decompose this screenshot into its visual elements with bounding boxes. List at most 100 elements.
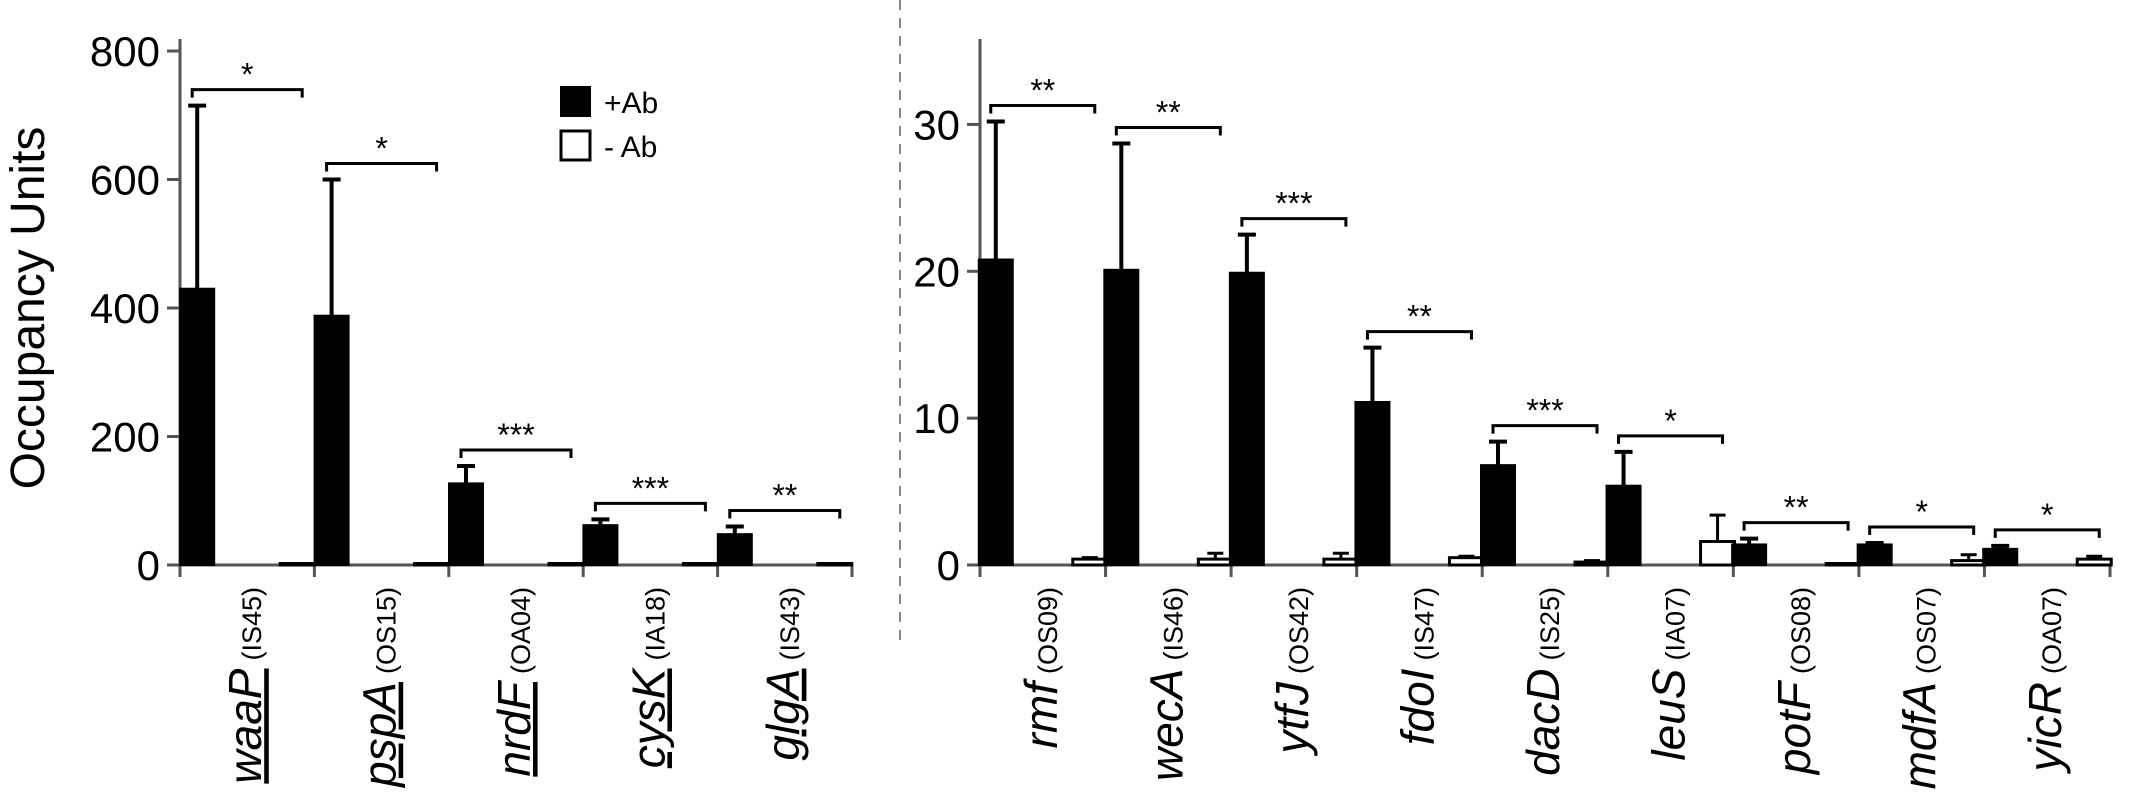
significance-marker: *: [1664, 403, 1676, 439]
significance-marker: **: [772, 477, 797, 513]
site-code: (IS43): [775, 587, 805, 661]
site-code: (OS07): [1912, 587, 1942, 674]
site-code: (OS08): [1786, 587, 1816, 674]
bar-plus-ab: [1354, 400, 1391, 567]
site-code: (IS25): [1535, 587, 1565, 661]
legend-label-plus-ab: +Ab: [604, 87, 658, 120]
category-label: rmf (OS09): [1015, 587, 1067, 748]
gene-name: leuS: [1643, 668, 1695, 760]
bar-minus-ab: [1699, 540, 1737, 567]
bar-minus-ab: [1573, 560, 1611, 567]
gene-name: mdfA: [1894, 682, 1946, 789]
category-label: waaP (IS45): [219, 587, 271, 784]
bar-minus-ab: [816, 562, 854, 567]
y-tick-label: 600: [90, 157, 160, 204]
gene-name: cysK: [622, 666, 674, 768]
left-panel: 0 200 400 600 800 Occupancy Units * waaP (IS45) *…: [2, 28, 854, 789]
site-code: (IA07): [1661, 587, 1691, 661]
significance-marker: **: [1030, 72, 1055, 108]
significance-bracket: [1365, 330, 1473, 340]
site-code: (OA07): [2037, 587, 2067, 674]
significance-bracket: [1114, 126, 1222, 136]
y-tick-label: 0: [937, 542, 960, 589]
category-label: cysK (IA18): [622, 587, 674, 768]
bar-minus-ab: [1950, 559, 1988, 567]
significance-bracket: [1742, 521, 1850, 531]
significance-bracket: [1240, 217, 1348, 227]
significance-marker: **: [1784, 490, 1809, 526]
site-code: (OA04): [506, 587, 536, 674]
bar-plus-ab: [1982, 547, 2019, 566]
significance-marker: ***: [1275, 186, 1312, 222]
gene-name: glgA: [757, 669, 809, 761]
bar-minus-ab: [1322, 557, 1360, 567]
gene-name: pspA: [354, 682, 406, 789]
site-code: (IA18): [640, 587, 670, 661]
bar-plus-ab: [179, 287, 216, 566]
significance-marker: ***: [497, 417, 534, 453]
significance-bracket: [190, 88, 304, 98]
category-label: nrdF (OA04): [488, 587, 540, 777]
significance-bracket: [728, 508, 842, 519]
legend-swatch-minus-ab: [559, 129, 592, 162]
site-code: (OS15): [372, 587, 402, 674]
bar-plus-ab: [1480, 464, 1516, 566]
right-panel: 0102030**rmf(OS09)**wecA(IS46)***ytfJ(OS…: [913, 39, 2113, 789]
y-tick-label: 0: [137, 542, 160, 589]
category-label: dacD (IS25): [1517, 587, 1569, 776]
significance-marker: *: [375, 131, 387, 167]
gene-name: ytfJ: [1266, 681, 1318, 757]
gene-name: nrdF: [488, 679, 540, 776]
significance-marker: ***: [1526, 393, 1563, 429]
category-label: yicR (OA07): [2019, 587, 2071, 774]
significance-bracket: [459, 448, 573, 459]
y-tick-label: 20: [913, 248, 960, 295]
bar-minus-ab: [1824, 562, 1862, 567]
bar-plus-ab: [1103, 268, 1140, 566]
significance-bracket: [1993, 528, 2101, 538]
bar-minus-ab: [681, 562, 719, 567]
bar-minus-ab: [1071, 557, 1109, 567]
gene-name: dacD: [1517, 669, 1569, 776]
gene-name: yicR: [2019, 682, 2071, 774]
bar-minus-ab: [2075, 557, 2113, 567]
significance-marker: **: [1407, 299, 1432, 335]
bar-plus-ab: [1605, 484, 1642, 566]
y-tick-label: 400: [90, 285, 160, 332]
significance-bracket: [1868, 525, 1976, 535]
y-tick-label: 30: [913, 101, 960, 148]
y-tick-label: 200: [90, 414, 160, 461]
significance-bracket: [325, 162, 439, 172]
bar-minus-ab: [547, 562, 585, 567]
category-label: mdfA (OS07): [1894, 587, 1946, 789]
bar-plus-ab: [1856, 543, 1893, 567]
category-label: fdoI (IS47): [1391, 587, 1443, 745]
bar-plus-ab: [313, 314, 350, 566]
bar-plus-ab: [1731, 543, 1768, 567]
y-axis-title: Occupancy Units: [2, 127, 55, 490]
gene-name: fdoI: [1391, 668, 1443, 745]
bar-plus-ab: [977, 258, 1014, 566]
bar-minus-ab: [278, 562, 316, 567]
bar-minus-ab: [1447, 556, 1485, 567]
legend: +Ab - Ab: [559, 86, 658, 164]
bar-minus-ab: [1196, 557, 1234, 567]
category-label: pspA (OS15): [354, 587, 406, 789]
legend-label-minus-ab: - Ab: [604, 131, 657, 164]
significance-bracket: [1491, 424, 1599, 434]
y-tick-label: 10: [913, 395, 960, 442]
significance-marker: *: [1915, 494, 1927, 530]
site-code: (IS46): [1158, 587, 1188, 661]
category-label: leuS (IA07): [1643, 587, 1695, 761]
significance-bracket: [1617, 434, 1725, 444]
site-code: (IS45): [237, 587, 267, 661]
category-label: potF (OS08): [1768, 587, 1820, 776]
significance-marker: *: [2041, 497, 2053, 533]
category-label: glgA (IS43): [757, 587, 809, 761]
site-code: (OS09): [1033, 587, 1063, 674]
y-tick-label: 800: [90, 28, 160, 75]
bar-plus-ab: [716, 533, 753, 566]
site-code: (IS47): [1409, 587, 1439, 661]
gene-name: potF: [1768, 679, 1820, 776]
